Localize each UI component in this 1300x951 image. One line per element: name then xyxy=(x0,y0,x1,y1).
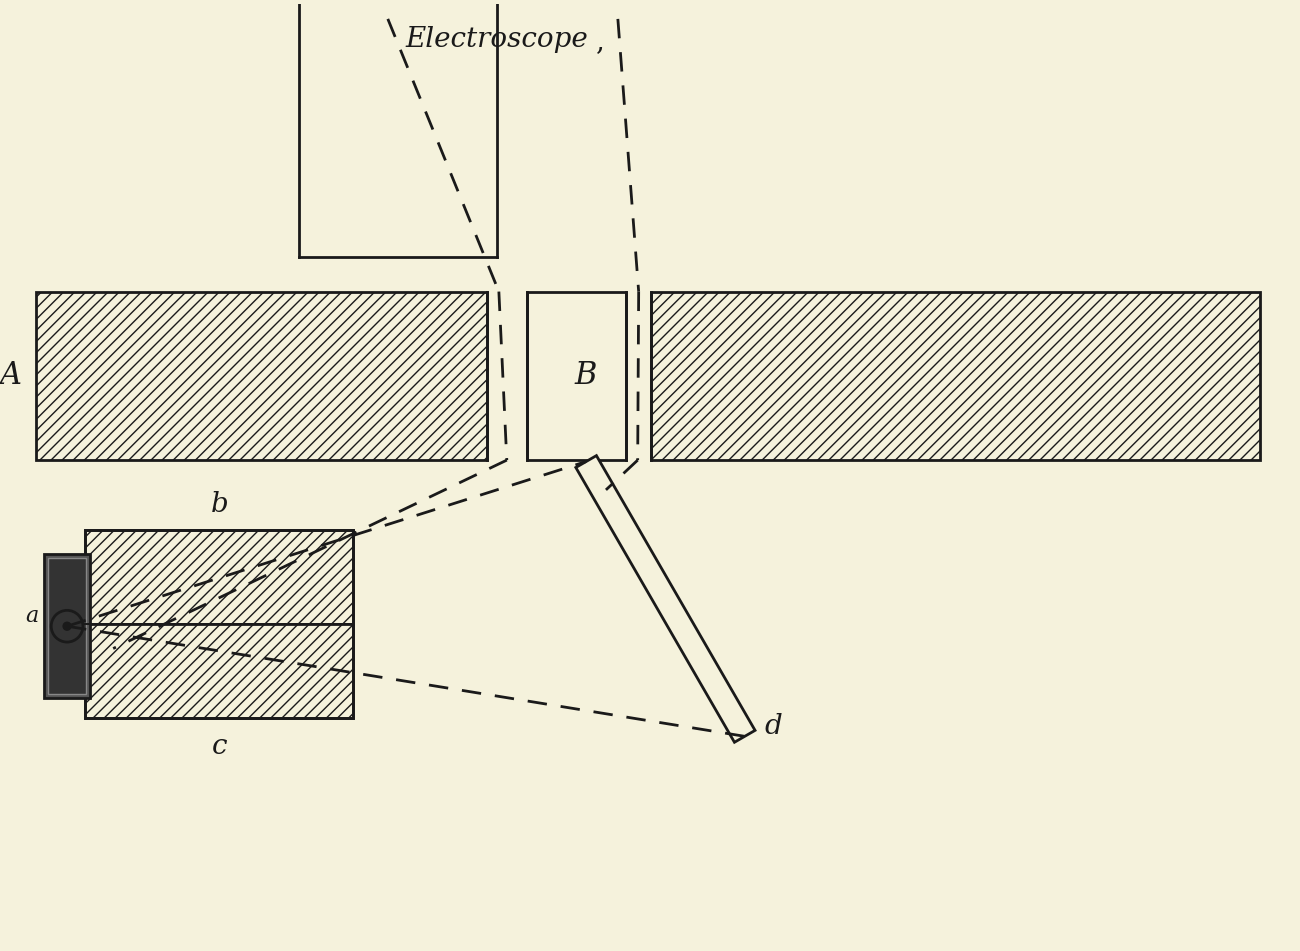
Bar xyxy=(86,624,354,718)
Text: d: d xyxy=(764,713,783,740)
Text: ,: , xyxy=(595,28,604,55)
Bar xyxy=(44,554,91,698)
Bar xyxy=(86,530,354,624)
Text: b: b xyxy=(211,491,227,517)
Text: B: B xyxy=(575,360,597,392)
Text: Electroscope: Electroscope xyxy=(406,26,589,53)
Bar xyxy=(36,292,487,460)
Circle shape xyxy=(64,622,72,631)
Bar xyxy=(48,558,86,694)
Text: A: A xyxy=(0,360,21,392)
Polygon shape xyxy=(576,456,755,743)
Bar xyxy=(526,292,625,460)
Bar xyxy=(86,530,354,718)
Text: a: a xyxy=(26,605,39,628)
Text: c: c xyxy=(212,733,227,760)
Bar xyxy=(650,292,1260,460)
